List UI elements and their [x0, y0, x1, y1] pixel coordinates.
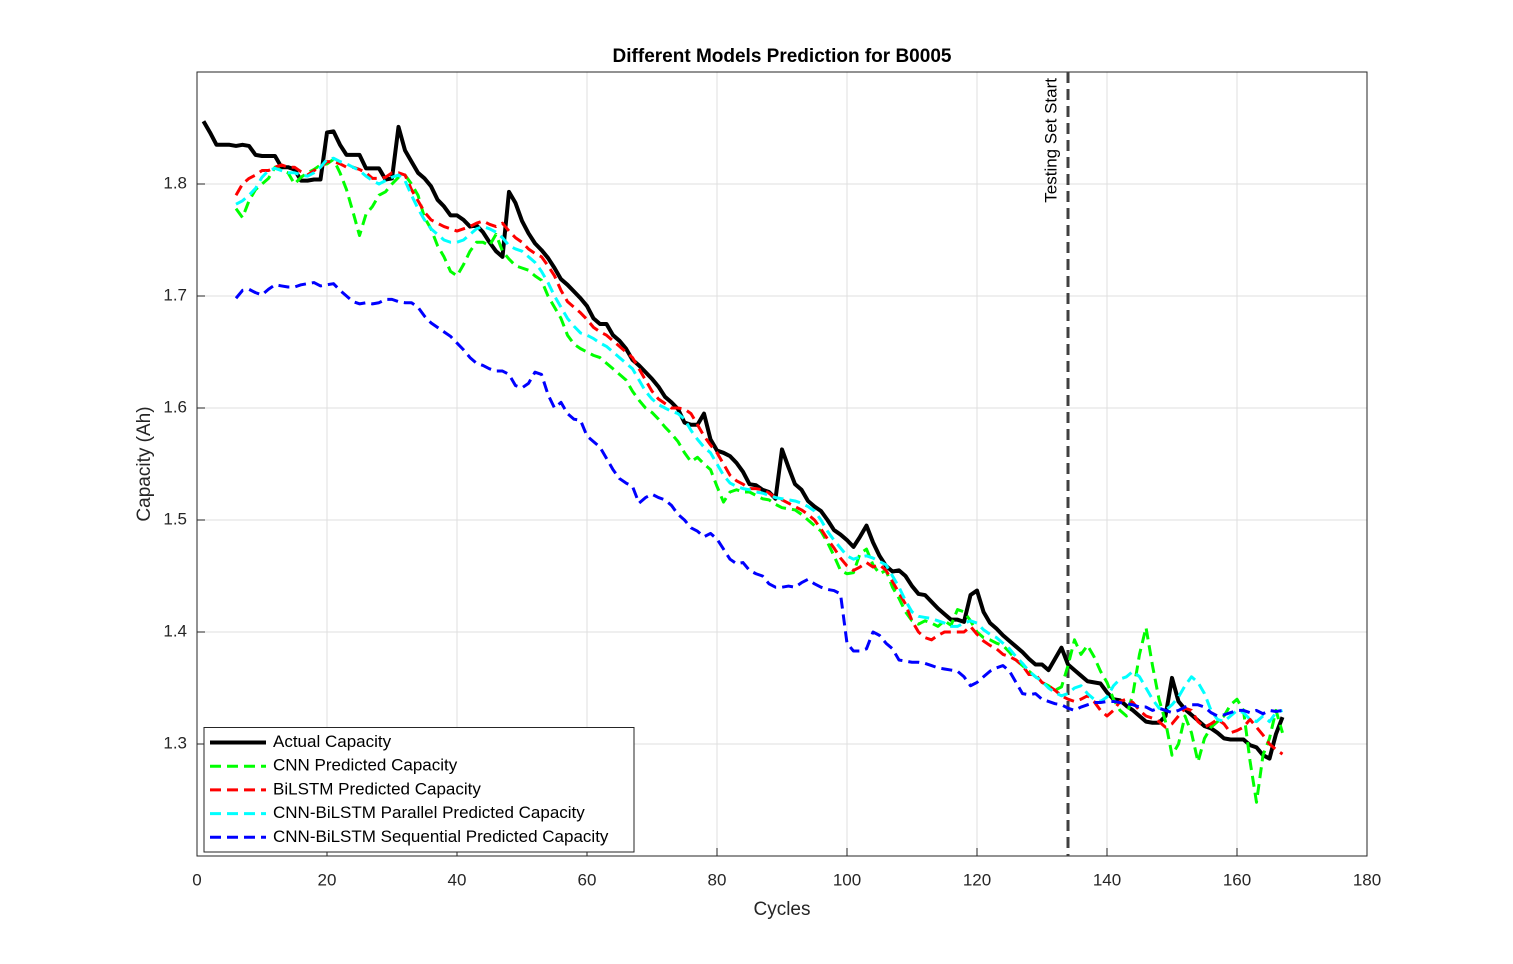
x-tick-label: 180: [1353, 870, 1381, 889]
plot-frame: [196, 71, 1368, 857]
legend-label: CNN-BiLSTM Sequential Predicted Capacity: [273, 827, 609, 846]
y-tick-label: 1.5: [163, 509, 187, 528]
series-line: [201, 120, 1285, 761]
series-line: [234, 281, 1283, 718]
x-tick-label: 140: [1093, 870, 1121, 889]
legend-label: CNN Predicted Capacity: [273, 756, 458, 775]
y-axis-label: Capacity (Ah): [134, 406, 155, 521]
x-tick-label: 100: [833, 870, 861, 889]
legend-label: Actual Capacity: [273, 732, 392, 751]
x-tick-label: 80: [708, 870, 727, 889]
y-tick-label: 1.8: [163, 173, 187, 192]
legend-label: CNN-BiLSTM Parallel Predicted Capacity: [273, 803, 585, 822]
series-line: [234, 157, 1284, 804]
reference-label: Testing Set Start: [1041, 78, 1060, 203]
x-tick-label: 60: [578, 870, 597, 889]
x-tick-label: 20: [318, 870, 337, 889]
x-tick-label: 0: [192, 870, 201, 889]
x-tick-label: 120: [963, 870, 991, 889]
y-tick-label: 1.4: [163, 621, 187, 640]
y-tick-label: 1.6: [163, 397, 187, 416]
series-line: [235, 156, 1283, 724]
legend-box: [203, 727, 635, 853]
y-tick-label: 1.3: [163, 733, 187, 752]
x-tick-label: 40: [448, 870, 467, 889]
y-tick-label: 1.7: [163, 285, 187, 304]
legend-label: BiLSTM Predicted Capacity: [273, 779, 481, 798]
x-axis-label: Cycles: [753, 899, 810, 920]
series-line: [234, 160, 1284, 756]
chart-title: Different Models Prediction for B0005: [613, 46, 952, 67]
x-tick-label: 160: [1223, 870, 1251, 889]
